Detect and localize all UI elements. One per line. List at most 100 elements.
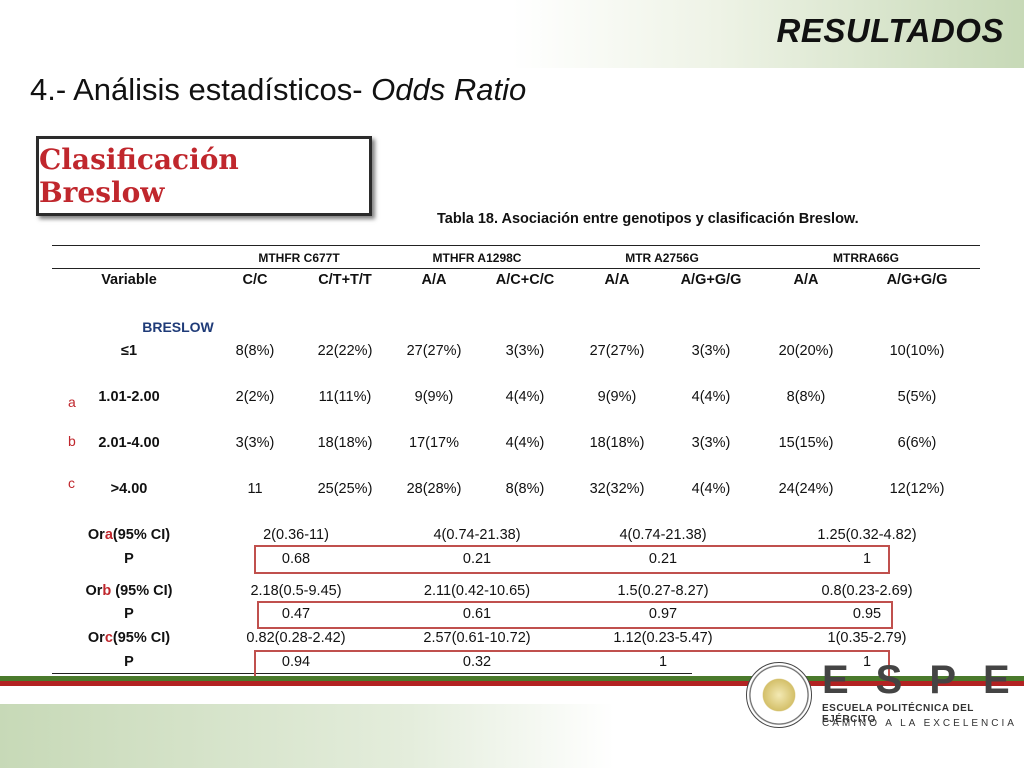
row-label: 1.01-2.00 xyxy=(98,389,160,405)
or-value: 1.25(0.32-4.82) xyxy=(817,527,917,543)
side-letter-a: a xyxy=(68,394,76,410)
p-value: 1 xyxy=(658,654,668,670)
table-cell: 24(24%) xyxy=(778,481,834,497)
row-label: 2.01-4.00 xyxy=(98,435,160,451)
p-value: 1 xyxy=(862,654,872,670)
table-cell: 5(5%) xyxy=(897,389,937,405)
p-value: 0.21 xyxy=(648,551,678,567)
slide-title: RESULTADOS xyxy=(776,12,1004,49)
table-cell: 6(6%) xyxy=(897,435,937,451)
p-label: P xyxy=(124,551,134,567)
breslow-section-label: BRESLOW xyxy=(142,319,214,335)
p-label: P xyxy=(124,654,134,670)
p-value: 0.32 xyxy=(462,654,492,670)
table-cell: 8(8%) xyxy=(505,481,545,497)
espe-logo-letters: ESPE xyxy=(822,658,1024,702)
table-cell: 3(3%) xyxy=(505,343,545,359)
table-cell: 27(27%) xyxy=(406,343,462,359)
table-cell: 8(8%) xyxy=(235,343,275,359)
p-value: 0.95 xyxy=(852,606,882,622)
or-value: 2(0.36-11) xyxy=(263,527,329,543)
or-label-c: Orc(95% CI) xyxy=(87,630,171,646)
table-cell: 3(3%) xyxy=(235,435,275,451)
table-cell: 9(9%) xyxy=(414,389,454,405)
p-value: 0.94 xyxy=(281,654,311,670)
or-value: 1.12(0.23-5.47) xyxy=(613,630,713,646)
group-header: MTHFR C677T xyxy=(258,251,340,265)
column-header: A/A xyxy=(604,272,630,288)
espe-logo-line1: ESCUELA POLITÉCNICA DEL EJÉRCITO xyxy=(822,703,974,725)
or-value: 0.8(0.23-2.69) xyxy=(821,583,913,599)
p-value: 0.21 xyxy=(462,551,492,567)
or-label-b: Orb (95% CI) xyxy=(85,583,173,599)
table-cell: 4(4%) xyxy=(691,481,731,497)
column-header: Variable xyxy=(101,272,157,288)
column-header: C/T+T/T xyxy=(318,272,372,288)
slide-subtitle: 4.- Análisis estadísticos- Odds Ratio xyxy=(30,72,526,108)
or-value: 2.57(0.61-10.72) xyxy=(423,630,531,646)
espe-seal-icon xyxy=(746,662,812,728)
column-header: A/G+G/G xyxy=(680,272,742,288)
p-value-highlight-box xyxy=(257,601,893,629)
table-cell: 4(4%) xyxy=(505,435,545,451)
group-header: MTR A2756G xyxy=(625,251,699,265)
table-cell: 22(22%) xyxy=(317,343,373,359)
table-cell: 8(8%) xyxy=(786,389,826,405)
bottom-band xyxy=(0,704,1024,768)
subtitle-text: 4.- Análisis estadísticos- xyxy=(30,72,372,107)
column-header: A/A xyxy=(793,272,819,288)
table-cell: 9(9%) xyxy=(597,389,637,405)
p-value: 0.61 xyxy=(462,606,492,622)
p-value: 1 xyxy=(862,551,872,567)
top-band xyxy=(0,0,1024,68)
or-value: 2.11(0.42-10.65) xyxy=(423,583,531,599)
table-cell: 4(4%) xyxy=(691,389,731,405)
table-cell: 27(27%) xyxy=(589,343,645,359)
p-value: 0.68 xyxy=(281,551,311,567)
or-value: 1.5(0.27-8.27) xyxy=(617,583,709,599)
table-cell: 11(11%) xyxy=(318,389,372,405)
p-label: P xyxy=(124,606,134,622)
or-value: 2.18(0.5-9.45) xyxy=(250,583,342,599)
table-cell: 10(10%) xyxy=(889,343,945,359)
column-header: A/A xyxy=(421,272,447,288)
table-cell: 12(12%) xyxy=(889,481,945,497)
p-value-highlight-box xyxy=(254,545,890,574)
table-bottom-rule xyxy=(52,673,692,674)
table-cell: 3(3%) xyxy=(691,435,731,451)
table-cell: 25(25%) xyxy=(317,481,373,497)
row-label: ≤1 xyxy=(120,343,138,359)
bottom-stripe xyxy=(0,676,1024,686)
group-header: MTHFR A1298C xyxy=(432,251,522,265)
or-value: 1(0.35-2.79) xyxy=(827,630,907,646)
espe-logo-line2: CAMINO A LA EXCELENCIA xyxy=(822,718,1017,729)
subtitle-italic: Odds Ratio xyxy=(371,72,527,107)
table-cell: 28(28%) xyxy=(406,481,462,497)
table-cell: 11 xyxy=(247,481,263,497)
breslow-classification-box: Clasificación Breslow xyxy=(36,136,372,216)
row-label: >4.00 xyxy=(110,481,148,497)
table-header-rule xyxy=(52,268,980,269)
table-top-rule xyxy=(52,245,980,246)
table-cell: 3(3%) xyxy=(691,343,731,359)
table-cell: 4(4%) xyxy=(505,389,545,405)
p-value: 0.97 xyxy=(648,606,678,622)
p-value: 0.47 xyxy=(281,606,311,622)
or-label-a: Ora(95% CI) xyxy=(87,527,171,543)
side-letter-b: b xyxy=(68,433,76,449)
table-cell: 18(18%) xyxy=(317,435,373,451)
table-cell: 15(15%) xyxy=(778,435,834,451)
group-header: MTRRA66G xyxy=(832,251,900,265)
column-header: A/G+G/G xyxy=(886,272,948,288)
or-value: 4(0.74-21.38) xyxy=(619,527,707,543)
table-cell: 20(20%) xyxy=(778,343,834,359)
column-header: A/C+C/C xyxy=(495,272,555,288)
breslow-box-label: Clasificación Breslow xyxy=(39,143,239,209)
table-cell: 32(32%) xyxy=(589,481,645,497)
or-value: 4(0.74-21.38) xyxy=(433,527,521,543)
column-header: C/C xyxy=(242,272,268,288)
or-value: 0.82(0.28-2.42) xyxy=(246,630,346,646)
table-cell: 2(2%) xyxy=(235,389,275,405)
table-cell: 18(18%) xyxy=(589,435,645,451)
side-letter-c: c xyxy=(68,475,75,491)
